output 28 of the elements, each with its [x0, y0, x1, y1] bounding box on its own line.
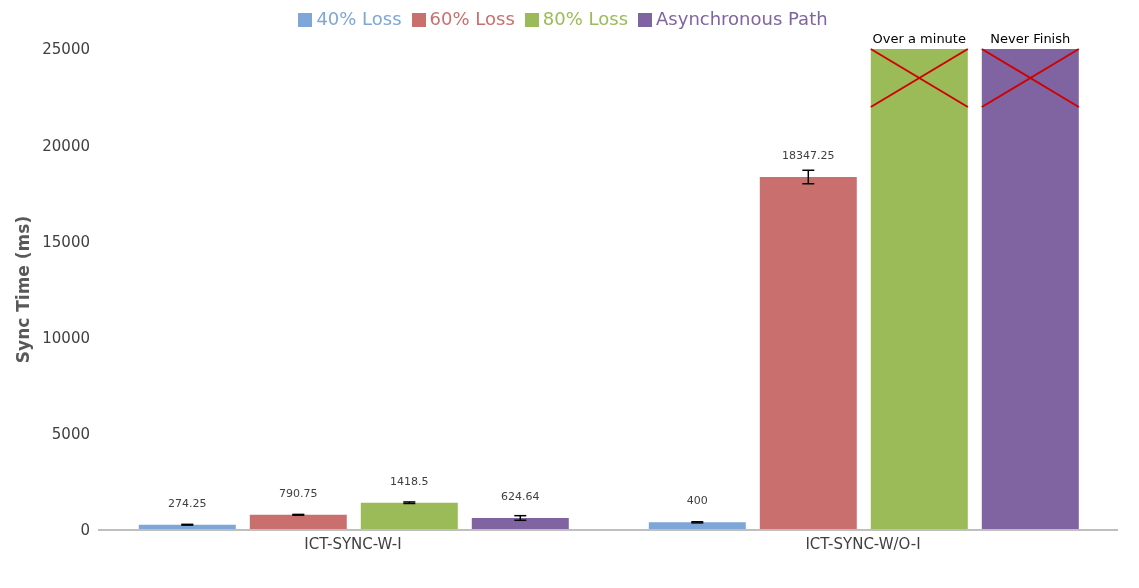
- bar: [360, 502, 458, 530]
- data-label: 1418.5: [390, 474, 429, 488]
- y-tick-label: 0: [80, 521, 90, 540]
- bar: [648, 522, 746, 530]
- data-label: 400: [686, 494, 708, 508]
- data-label: Never Finish: [990, 31, 1071, 46]
- data-label: 18347.25: [782, 149, 835, 162]
- data-label: Over a minute: [872, 31, 966, 46]
- bar: [759, 177, 857, 530]
- x-tick-label: ICT-SYNC-W/O-I: [805, 534, 921, 553]
- legend-label: 40% Loss: [316, 8, 402, 29]
- y-axis-title: Sync Time (ms): [13, 215, 34, 364]
- legend-label: Asynchronous Path: [656, 8, 828, 29]
- y-tick-label: 15000: [42, 232, 90, 251]
- y-tick-label: 10000: [42, 328, 90, 347]
- data-label: 624.64: [501, 489, 540, 503]
- legend-label: 80% Loss: [542, 8, 629, 29]
- bar: [870, 49, 968, 530]
- bar: [981, 49, 1079, 530]
- data-label: 790.75: [279, 486, 318, 500]
- legend-label: 60% Loss: [429, 8, 515, 29]
- y-tick-label: 20000: [42, 136, 90, 155]
- data-label: 274.25: [168, 496, 207, 510]
- bar: [249, 514, 347, 530]
- y-tick-label: 5000: [51, 425, 90, 444]
- bar: [471, 517, 569, 530]
- x-tick-label: ICT-SYNC-W-I: [304, 534, 402, 553]
- y-tick-label: 25000: [42, 40, 90, 59]
